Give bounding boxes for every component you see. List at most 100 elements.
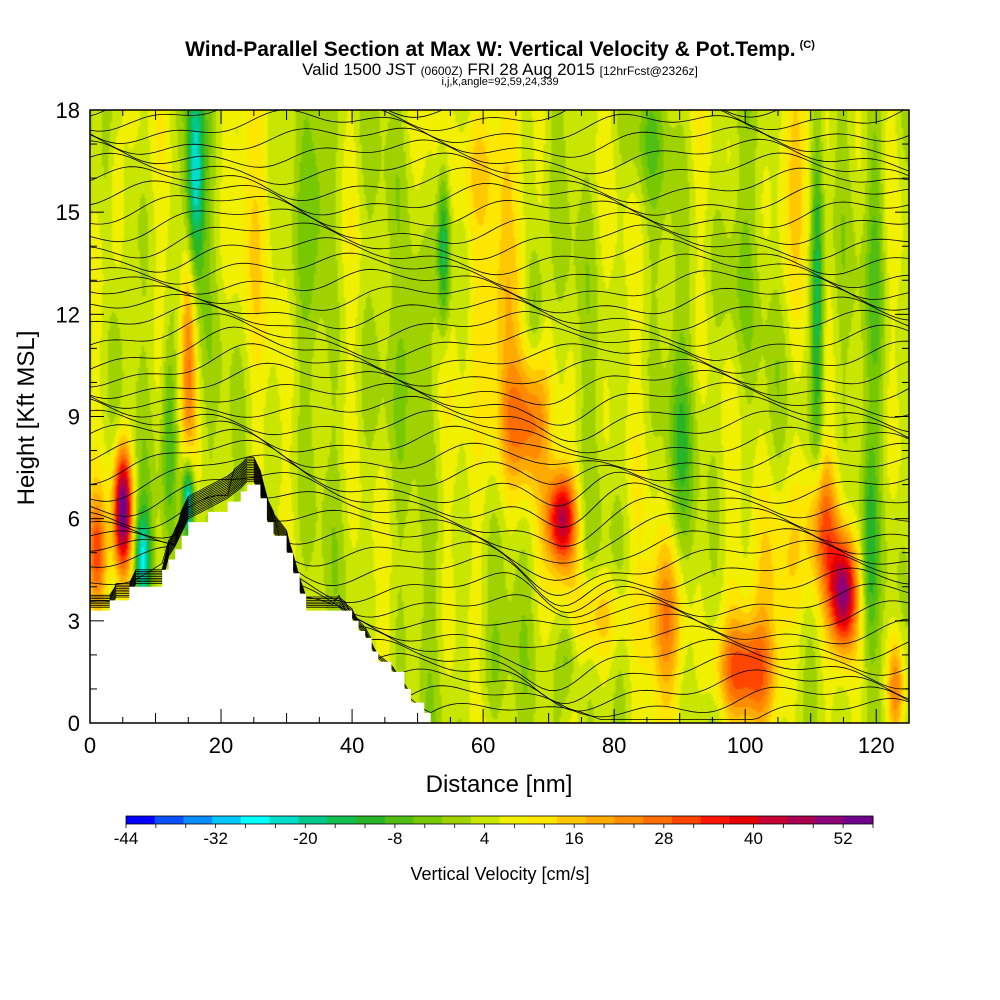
colorbar-tick-label: 40 [744, 829, 763, 848]
theta-contour [90, 208, 909, 245]
colorbar-swatch [556, 816, 587, 824]
theta-contour [90, 475, 909, 704]
terrain-mask [90, 484, 431, 723]
theta-contour [90, 326, 909, 375]
colorbar-swatch [815, 816, 845, 824]
theta-contour [90, 293, 909, 332]
theta-contour [90, 470, 909, 648]
x-axis-title: Distance [nm] [426, 771, 573, 798]
theta-contour [90, 467, 909, 619]
colorbar-swatch [671, 816, 702, 824]
theta-contour [90, 195, 909, 228]
colorbar-swatch [470, 816, 500, 824]
colorbar-swatch [499, 816, 529, 824]
x-tick-label: 0 [84, 733, 96, 758]
colorbar-swatch [413, 816, 443, 824]
x-tick-label: 60 [471, 733, 495, 758]
x-axis: 0 20 40 60 80 100 120 [84, 110, 910, 758]
y-tick-label: 12 [56, 302, 80, 327]
theta-contour [90, 110, 909, 144]
theta-contour [90, 166, 909, 204]
theta-contour [90, 110, 905, 132]
theta-contour [90, 126, 909, 159]
colorbar-swatch [126, 816, 156, 824]
theta-contour [90, 395, 909, 443]
colorbar-swatch [729, 816, 759, 824]
y-axis: 0 3 6 9 12 15 18 [56, 98, 909, 736]
chart-title: Wind-Parallel Section at Max W: Vertical… [0, 38, 1000, 62]
section-info: i,j,k,angle=92,59,24,339 [441, 76, 559, 88]
colorbar-tick-label: 4 [480, 829, 489, 848]
colorbar-swatch [154, 816, 184, 824]
theta-contour [90, 474, 909, 692]
colorbar-tick-label: -8 [387, 829, 402, 848]
colorbar-swatch [758, 816, 788, 824]
colorbar-swatch [327, 816, 357, 824]
theta-contour [90, 362, 909, 406]
y-tick-label: 9 [68, 405, 80, 430]
theta-contour [90, 152, 909, 190]
x-tick-label: 80 [602, 733, 626, 758]
theta-contour [90, 420, 909, 462]
theta-contour [90, 468, 909, 631]
theta-contour [90, 180, 909, 216]
y-tick-label: 18 [56, 98, 80, 123]
theta-contour [90, 382, 909, 426]
chart-subtitle: Valid 1500 JST (0600Z) FRI 28 Aug 2015 [… [0, 60, 1000, 80]
x-tick-label: 120 [858, 733, 895, 758]
colorbar-tick-label: -32 [203, 829, 228, 848]
colorbar-swatch [844, 816, 874, 824]
potential-temperature-contours [90, 110, 909, 720]
valid-date: FRI 28 Aug 2015 [467, 60, 595, 79]
theta-contour [90, 480, 909, 720]
y-tick-label: 15 [56, 200, 80, 225]
colorbar-tick-label: 28 [654, 829, 673, 848]
colorbar-swatch [442, 816, 472, 824]
theta-contour [90, 465, 909, 614]
theta-contour [90, 472, 909, 672]
colorbar-swatch [212, 816, 242, 824]
colorbar-swatch [269, 816, 299, 824]
valid-time: Valid 1500 JST [302, 60, 416, 79]
colorbar-title: Vertical Velocity [cm/s] [410, 864, 589, 884]
theta-contour [90, 462, 909, 596]
colorbar-swatch [643, 816, 673, 824]
colorbar-swatch [240, 816, 271, 824]
theta-contour [90, 284, 909, 315]
theta-contour [90, 313, 909, 361]
colorbar-swatch [298, 816, 328, 824]
plot-area [89, 109, 910, 724]
y-tick-label: 0 [68, 711, 80, 736]
valid-time-utc: (0600Z) [420, 64, 463, 78]
colorbar-swatch [528, 816, 558, 824]
theta-contour [90, 458, 909, 564]
colorbar-swatch [355, 816, 386, 824]
colorbar-swatch [384, 816, 414, 824]
theta-contour [90, 222, 909, 261]
theta-contour [90, 110, 779, 118]
colorbar-swatch [786, 816, 817, 824]
colorbar-tick-label: -20 [293, 829, 318, 848]
x-tick-label: 20 [209, 733, 233, 758]
copyright-mark: (C) [799, 39, 815, 51]
theta-contour [90, 463, 909, 607]
theta-contour [90, 457, 909, 547]
x-tick-label: 100 [727, 733, 764, 758]
theta-contour [90, 302, 909, 347]
theta-contour [90, 472, 909, 528]
colorbar: -44 -32 -20 -8 4 16 28 40 52 [114, 815, 874, 848]
colorbar-tick-label: 16 [565, 829, 584, 848]
colorbar-tick-label: -44 [114, 829, 139, 848]
theta-contour [90, 454, 909, 507]
chart-title-text: Wind-Parallel Section at Max W: Vertical… [185, 38, 796, 61]
colorbar-swatch [183, 816, 213, 824]
y-tick-label: 6 [68, 507, 80, 532]
theta-contour [90, 237, 909, 276]
y-tick-label: 3 [68, 609, 80, 634]
colorbar-swatch [614, 816, 644, 824]
colorbar-swatch [585, 816, 615, 824]
theta-contour [90, 439, 909, 488]
theta-contour [90, 343, 909, 388]
theta-contour [90, 479, 909, 718]
